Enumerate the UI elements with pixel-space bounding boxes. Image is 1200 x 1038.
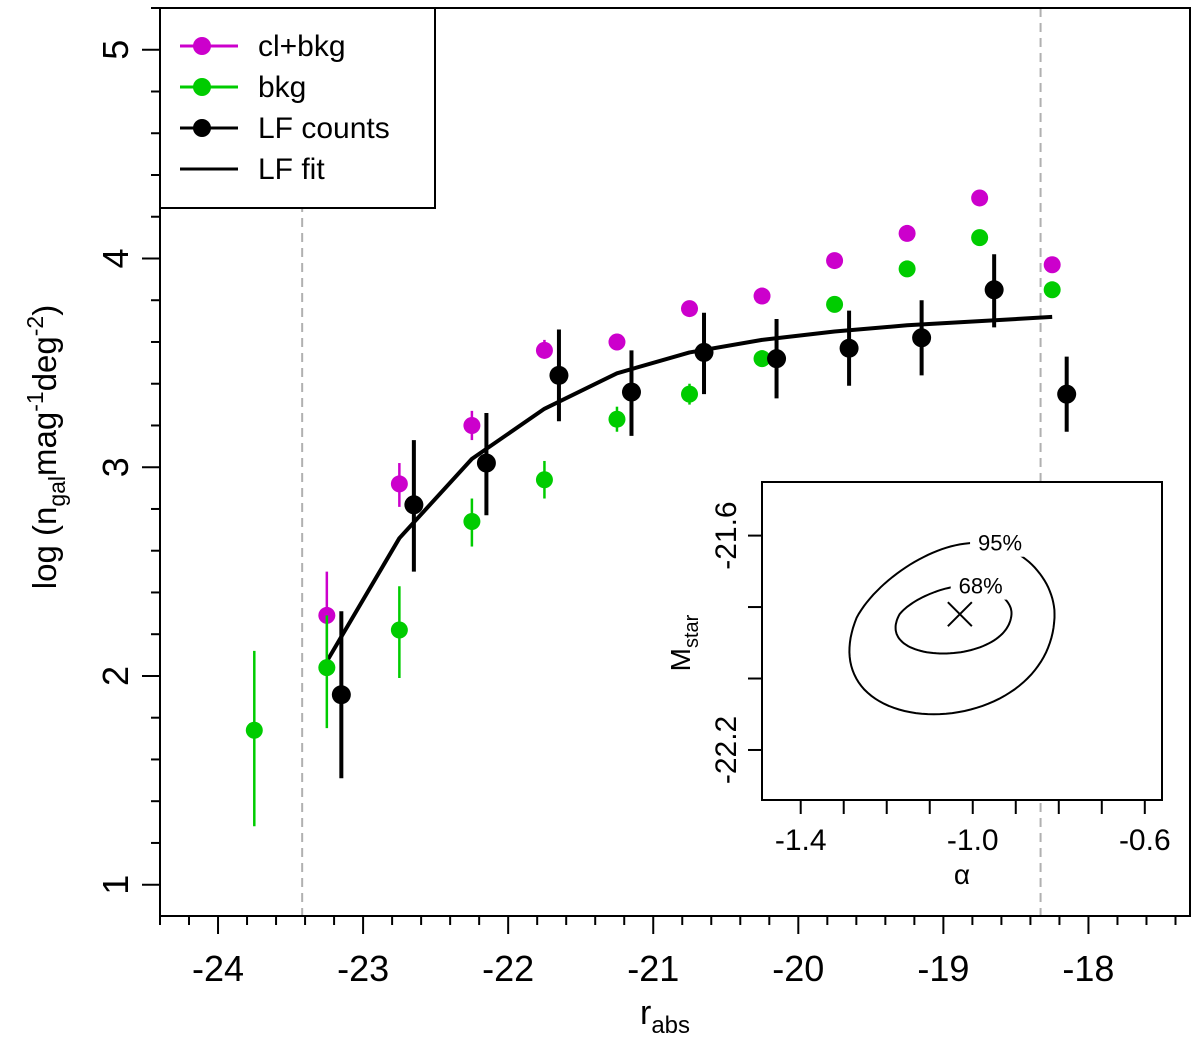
y-axis-label: log (ngalmag-1deg-2) (22, 305, 70, 589)
inset-y-axis-label-sub: star (681, 614, 703, 648)
data-point-bkg (245, 721, 263, 739)
main-axis-ticks: -24 -23 -22 -21 -20 -19 -18 1 2 3 4 5 (95, 7, 1177, 989)
x-tick-label: -21 (627, 948, 679, 989)
y-axis-label-sub-gal: gal (44, 476, 70, 507)
inset-x-axis-label: α (954, 859, 970, 890)
data-point-bkg (898, 260, 916, 278)
legend-entry-bkg: bkg (180, 71, 306, 104)
data-point-lf-counts (476, 453, 496, 473)
y-axis-label-part-b: mag (26, 412, 63, 476)
legend-entry-cl-bkg: cl+bkg (180, 30, 346, 63)
data-point-cl-bkg (898, 224, 916, 242)
y-tick-label: 2 (95, 666, 136, 686)
x-axis-label-sub: abs (651, 1012, 690, 1038)
data-point-lf-counts (1057, 384, 1077, 404)
data-point-bkg (971, 229, 989, 247)
data-point-bkg (463, 512, 481, 530)
data-point-lf-counts (984, 280, 1004, 300)
data-point-cl-bkg (535, 341, 553, 359)
data-point-cl-bkg (390, 475, 408, 493)
inset-y-tick-label: -22.2 (710, 716, 743, 784)
series-bkg (245, 229, 1061, 827)
inset-x-tick-label: -1.4 (775, 824, 827, 857)
data-point-lf-counts (621, 382, 641, 402)
inset-y-axis-label-main: M (665, 648, 696, 671)
series-cl-bkg (318, 189, 1061, 660)
inset-x-tick-label: -0.6 (1119, 824, 1171, 857)
data-point-cl-bkg (753, 287, 771, 305)
legend-label-lf-fit: LF fit (258, 153, 325, 186)
y-axis-label-part-d: ) (26, 305, 63, 316)
data-point-lf-counts (912, 328, 932, 348)
legend-label-bkg: bkg (258, 71, 306, 104)
contour-label-backdrop (950, 569, 1011, 600)
legend: cl+bkg bkg LF counts LF fit (159, 7, 436, 209)
series-lf-counts (331, 254, 1077, 779)
inset-y-tick-label: -21.6 (710, 501, 743, 569)
data-point-lf-counts (404, 495, 424, 515)
legend-entry-lf-fit: LF fit (180, 153, 325, 186)
x-axis-label: rabs (640, 994, 690, 1038)
main-plot-frame (159, 7, 1191, 917)
inset-contours-layer: 68% 95% (848, 526, 1056, 716)
x-tick-label: -19 (917, 948, 969, 989)
x-axis-label-main: r (640, 994, 651, 1032)
data-point-lf-counts (767, 349, 787, 369)
inset-plot: 68% 95% -1.4 -1.0 -0.6 -22.2 -21.6 α Mstar (665, 481, 1171, 890)
best-fit-marker (947, 601, 973, 627)
data-point-lf-counts (694, 342, 714, 362)
contour-label-68: 68% (959, 574, 1003, 599)
inset-background (762, 482, 1162, 800)
data-point-lf-counts (331, 685, 351, 705)
legend-entry-lf-counts: LF counts (180, 112, 390, 145)
contour-label-95: 95% (978, 531, 1022, 556)
data-point-bkg (318, 659, 336, 677)
data-point-bkg (535, 471, 553, 489)
legend-swatch-dot-bkg (193, 78, 211, 96)
x-tick-label: -20 (772, 948, 824, 989)
contour-label-backdrop (970, 526, 1031, 557)
y-axis-label-sup-1: -1 (22, 391, 48, 411)
data-point-bkg (1043, 281, 1061, 299)
data-point-cl-bkg (463, 416, 481, 434)
data-point-cl-bkg (608, 333, 626, 351)
y-axis-label-sup-2: -2 (22, 316, 48, 336)
data-point-lf-counts (549, 365, 569, 385)
x-tick-label: -23 (337, 948, 389, 989)
data-point-bkg (753, 350, 771, 368)
data-point-cl-bkg (826, 252, 844, 270)
data-point-bkg (681, 385, 699, 403)
legend-swatch-dot-cl-bkg (193, 37, 211, 55)
y-axis-label-part-c: deg (26, 336, 63, 391)
y-tick-label: 5 (95, 40, 136, 60)
y-tick-label: 3 (95, 457, 136, 477)
data-point-cl-bkg (971, 189, 989, 207)
x-tick-label: -22 (482, 948, 534, 989)
x-tick-label: -18 (1062, 948, 1114, 989)
data-point-cl-bkg (1043, 256, 1061, 274)
inset-y-axis-label: Mstar (665, 614, 703, 671)
data-point-lf-counts (839, 338, 859, 358)
y-tick-label: 4 (95, 248, 136, 268)
x-tick-label: -24 (192, 948, 244, 989)
y-tick-label: 1 (95, 875, 136, 895)
main-plot: -24 -23 -22 -21 -20 -19 -18 1 2 3 4 5 rabs log (nga… (22, 7, 1191, 1038)
y-axis-label-part-a: log (n (26, 507, 63, 590)
data-point-cl-bkg (681, 300, 699, 318)
inset-axis-ticks: -1.4 -1.0 -0.6 -22.2 -21.6 (710, 501, 1171, 857)
legend-label-cl-bkg: cl+bkg (258, 30, 346, 63)
best-fit-marker-layer (947, 601, 973, 627)
inset-x-tick-label: -1.0 (947, 824, 999, 857)
data-point-bkg (390, 621, 408, 639)
lf-fit-layer (325, 314, 1053, 663)
inset-frame (761, 481, 1163, 801)
legend-label-lf-counts: LF counts (258, 112, 390, 145)
data-point-bkg (608, 410, 626, 428)
data-points-layer (245, 189, 1077, 827)
lf-fit-line (325, 314, 1053, 663)
legend-swatch-dot-lf-counts (193, 119, 211, 137)
data-point-bkg (826, 295, 844, 313)
